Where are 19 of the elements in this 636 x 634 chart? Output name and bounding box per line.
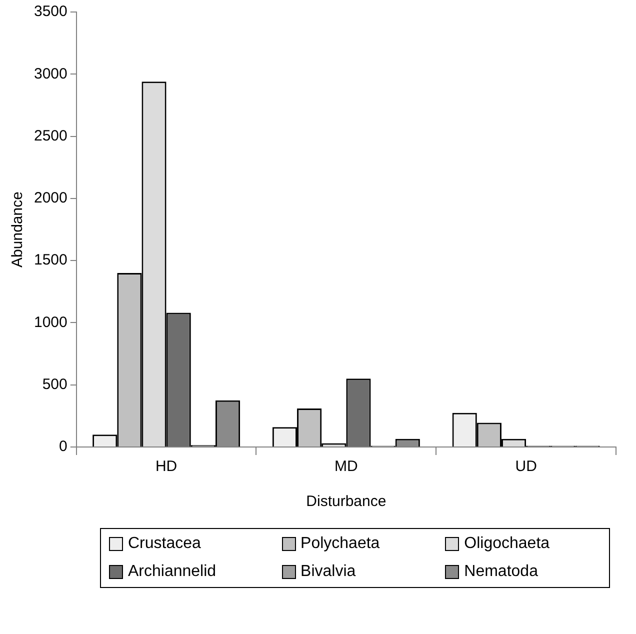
- legend-label: Archiannelid: [128, 563, 216, 581]
- y-tick-label: 1500: [34, 252, 68, 269]
- y-axis-title: Abundance: [9, 192, 26, 268]
- y-tick-label: 3000: [34, 65, 68, 82]
- y-tick-label: 2500: [34, 127, 68, 144]
- y-tick-label: 1000: [34, 314, 68, 331]
- x-tick-label: HD: [155, 458, 178, 476]
- x-tick-label: MD: [334, 458, 358, 476]
- legend-label: Oligochaeta: [464, 535, 550, 553]
- legend-label: Polychaeta: [300, 535, 380, 553]
- y-tick-label: 0: [59, 438, 68, 456]
- x-axis-title: Disturbance: [306, 493, 386, 510]
- y-tick-label: 3500: [34, 3, 68, 20]
- x-tick-label: UD: [515, 458, 538, 476]
- y-tick-label: 500: [42, 376, 68, 393]
- legend-label: Crustacea: [128, 535, 201, 553]
- legend-label: Bivalvia: [300, 563, 356, 581]
- legend-label: Nematoda: [464, 563, 538, 581]
- y-tick-label: 2000: [34, 190, 68, 207]
